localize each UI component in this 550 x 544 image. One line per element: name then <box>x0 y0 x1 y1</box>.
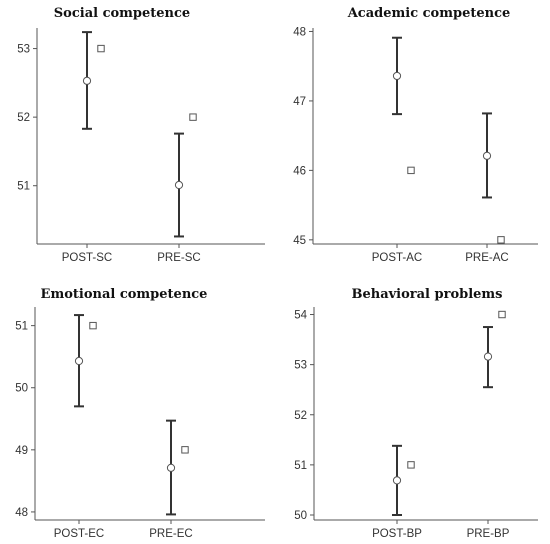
panel-emotional-competence-y-tick-label: 50 <box>15 383 28 395</box>
panel-academic-competence: Academic competence 45 46 47 48 POST-AC PRE-AC <box>293 6 538 264</box>
panel-academic-competence-y-tick-label: 45 <box>293 235 306 247</box>
panel-emotional-competence-x-tick-label: POST-EC <box>54 528 104 540</box>
panel-behavioral-problems-y-tick-label: 52 <box>294 410 307 422</box>
panel-social-competence-circle-point <box>82 76 92 85</box>
panel-emotional-competence-square-point <box>181 446 189 454</box>
panel-social-competence-x-tick-label: PRE-SC <box>157 252 200 264</box>
panel-emotional-competence-circle-point <box>166 463 176 472</box>
panel-academic-competence-y-tick-label: 46 <box>293 165 306 177</box>
panel-academic-competence-square-point <box>497 236 505 244</box>
panel-behavioral-problems-square-point <box>498 310 506 319</box>
panel-social-competence-y-tick-label: 51 <box>17 181 30 193</box>
panel-academic-competence-y-tick-label: 47 <box>293 96 306 108</box>
panel-emotional-competence-x-tick-label: PRE-EC <box>149 528 192 540</box>
panel-social-competence-title: Social competence <box>54 6 190 21</box>
panel-behavioral-problems-y-tick-label: 51 <box>294 460 307 472</box>
panel-social-competence-x-tick-label: POST-SC <box>62 252 112 264</box>
panel-academic-competence-circle-point <box>482 151 492 160</box>
panel-academic-competence-x-tick-label: PRE-AC <box>465 252 508 264</box>
panel-emotional-competence: Emotional competence 48 49 50 51 POST-EC PRE-E… <box>15 287 265 540</box>
panel-emotional-competence-square-point <box>89 321 97 330</box>
panel-academic-competence-y-tick-label: 48 <box>293 26 306 38</box>
panel-behavioral-problems-y-tick-label: 54 <box>294 310 307 322</box>
panel-emotional-competence-y-tick-label: 48 <box>15 507 28 519</box>
panel-behavioral-problems-y-tick-label: 50 <box>294 510 307 522</box>
panel-behavioral-problems-square-point <box>407 461 415 469</box>
panel-social-competence-square-point <box>189 113 197 121</box>
panel-academic-competence-circle-point <box>392 71 402 81</box>
panel-emotional-competence-title: Emotional competence <box>41 287 208 302</box>
panel-academic-competence-square-point <box>407 166 415 175</box>
panel-behavioral-problems-x-tick-label: PRE-BP <box>467 528 510 540</box>
panel-social-competence: Social competence 51 52 53 POST-SC PRE-SC <box>17 6 265 264</box>
panel-behavioral-problems-circle-point <box>392 476 402 485</box>
panel-social-competence-y-tick-label: 53 <box>17 44 30 56</box>
panel-social-competence-y-tick-label: 52 <box>17 112 30 124</box>
panel-behavioral-problems-y-tick-label: 53 <box>294 360 307 372</box>
panel-emotional-competence-y-tick-label: 49 <box>15 445 28 457</box>
panel-behavioral-problems-x-tick-label: POST-BP <box>372 528 422 540</box>
panel-social-competence-square-point <box>97 44 105 53</box>
panel-behavioral-problems-circle-point <box>483 352 493 361</box>
panel-social-competence-circle-point <box>174 180 184 190</box>
panel-academic-competence-x-tick-label: POST-AC <box>372 252 422 264</box>
panel-emotional-competence-y-tick-label: 51 <box>15 321 28 333</box>
panel-academic-competence-title: Academic competence <box>347 6 511 21</box>
panel-behavioral-problems-title: Behavioral problems <box>351 287 502 302</box>
panel-behavioral-problems: Behavioral problems 50 51 52 53 54 POST-BP PRE-… <box>294 287 538 540</box>
panel-emotional-competence-circle-point <box>74 356 84 366</box>
